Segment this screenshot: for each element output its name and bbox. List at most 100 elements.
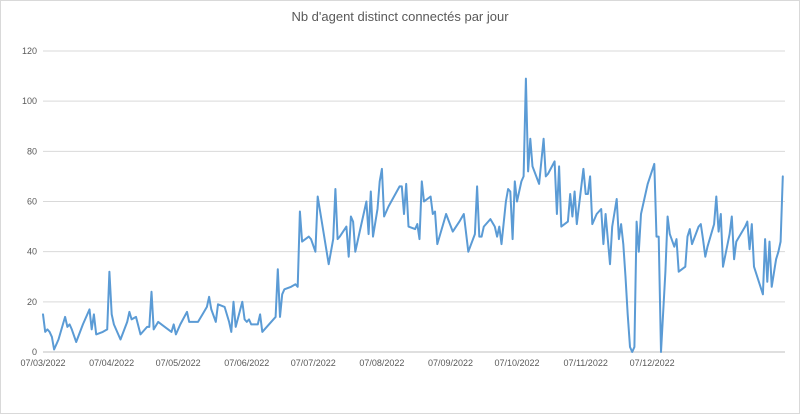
data-point (567, 221, 569, 223)
data-point (131, 318, 133, 320)
data-point (383, 216, 385, 217)
data-point (126, 321, 128, 323)
x-tick-label: 07/08/2022 (359, 358, 404, 368)
data-point (106, 328, 108, 330)
data-point (498, 226, 500, 228)
data-point (75, 341, 77, 343)
data-point (746, 221, 748, 223)
data-point (569, 193, 571, 195)
data-point (414, 228, 416, 230)
data-point (516, 201, 518, 202)
data-point (647, 183, 649, 185)
data-point (69, 323, 71, 325)
data-point (113, 323, 115, 325)
data-point (664, 271, 666, 273)
data-point (334, 188, 336, 190)
data-point (120, 339, 121, 340)
data-point (173, 323, 175, 325)
data-point (416, 223, 418, 225)
data-point (71, 328, 73, 330)
data-point (514, 180, 516, 182)
data-point (314, 251, 316, 253)
data-point (554, 160, 556, 162)
data-point (277, 268, 279, 270)
x-tick-label: 07/07/2022 (291, 358, 336, 368)
data-point (476, 185, 478, 187)
data-point (230, 331, 232, 333)
data-point (636, 221, 638, 223)
data-point (602, 243, 604, 245)
data-point (310, 238, 312, 240)
data-point (91, 328, 93, 330)
data-point (423, 201, 425, 202)
data-point (421, 180, 423, 182)
data-point (365, 201, 367, 202)
data-point (611, 226, 613, 228)
data-point (283, 288, 285, 290)
data-point (140, 333, 141, 335)
data-point (164, 326, 166, 328)
data-point (625, 276, 626, 278)
data-point (44, 331, 46, 333)
data-point (467, 251, 469, 253)
data-point (691, 243, 693, 245)
data-point (95, 333, 97, 335)
y-tick-label: 20 (27, 297, 37, 307)
data-point (301, 241, 303, 243)
data-point (762, 293, 764, 295)
data-point (722, 266, 724, 268)
x-tick-label: 07/05/2022 (156, 358, 201, 368)
data-point (370, 191, 372, 192)
data-point (452, 231, 454, 233)
data-point (702, 238, 704, 240)
chart-title: Nb d'agent distinct connectés par jour (291, 9, 509, 24)
data-point (403, 213, 405, 215)
data-point (148, 326, 150, 328)
data-point (436, 243, 438, 245)
data-point (715, 196, 717, 197)
data-point (656, 236, 657, 238)
data-point (377, 208, 378, 210)
data-point (317, 196, 319, 197)
data-point (401, 185, 403, 187)
data-point (766, 281, 768, 283)
y-tick-label: 60 (27, 197, 37, 207)
data-point (188, 321, 190, 323)
data-point (246, 321, 248, 323)
data-point (525, 78, 527, 80)
x-tick-label: 07/09/2022 (428, 358, 473, 368)
data-point (684, 266, 686, 268)
data-point (529, 138, 531, 140)
data-point (297, 286, 299, 288)
data-point (233, 301, 234, 303)
data-point (379, 180, 381, 182)
data-point (290, 286, 292, 288)
data-point (629, 346, 631, 348)
data-point (175, 333, 177, 335)
data-point (241, 301, 243, 303)
data-point (408, 226, 409, 228)
data-point (494, 226, 496, 228)
data-point (744, 226, 746, 228)
data-point (89, 308, 90, 310)
data-point (257, 323, 259, 325)
data-point (633, 346, 635, 348)
data-point (698, 226, 700, 228)
y-tick-label: 40 (27, 247, 37, 257)
data-point (186, 311, 188, 313)
data-point (600, 208, 602, 210)
data-point (520, 180, 522, 182)
data-point (523, 175, 525, 177)
data-point (332, 238, 334, 240)
data-point (627, 313, 629, 315)
data-point (197, 321, 199, 323)
data-point (281, 293, 283, 295)
x-tick-label: 07/04/2022 (89, 358, 134, 368)
data-point (585, 193, 587, 195)
data-point (731, 216, 733, 217)
data-point (700, 223, 702, 225)
data-point (478, 236, 480, 238)
data-point (82, 323, 84, 325)
x-tick-label: 07/03/2022 (20, 358, 65, 368)
